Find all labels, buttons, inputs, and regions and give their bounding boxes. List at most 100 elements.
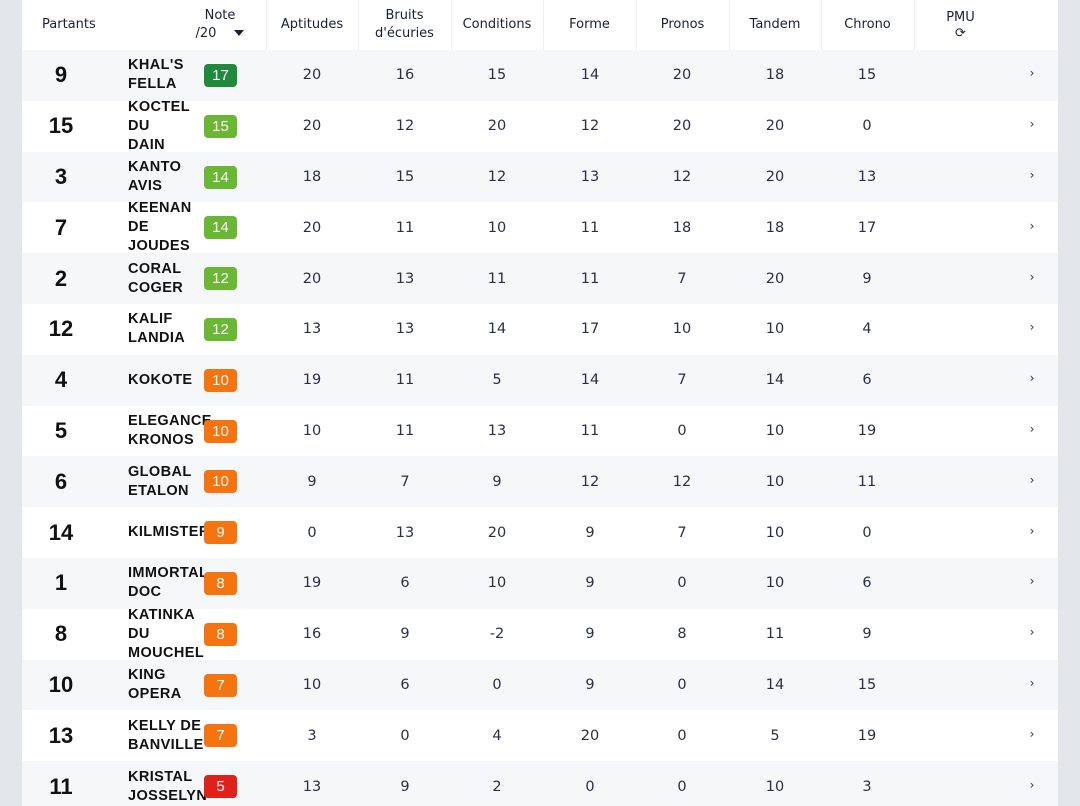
chevron-right-icon[interactable]: › [1029,523,1035,538]
table-row[interactable]: 10 KING OPERA 7 10 6 0 9 0 14 15 › [22,659,1058,711]
chevron-right-icon[interactable]: › [1029,320,1035,335]
partants-table: Partants Note /20 Aptitudes Bruits d'écu… [22,0,1058,806]
table-row[interactable]: 14 KILMISTER 9 0 13 20 9 7 10 0 › [22,507,1058,558]
tandem-value: 11 [765,626,785,643]
bruits-value: 16 [395,67,415,84]
pronos-value: 7 [677,524,687,541]
bruits-value: 12 [395,118,415,135]
horse-name[interactable]: KOKOTE [128,371,193,388]
bruits-value: 15 [395,168,415,185]
aptitudes-value: 20 [302,270,322,287]
conditions-value: 11 [487,270,507,287]
forme-value: 13 [580,168,600,185]
header-note-sort[interactable]: Note /20 [174,6,266,44]
table-row[interactable]: 4 KOKOTE 10 19 11 5 14 7 14 6 › [22,354,1058,406]
note-badge: 7 [204,724,237,748]
table-row[interactable]: 8 KATINKA DU MOUCHEL 8 16 9 -2 9 8 11 9 … [22,606,1058,661]
table-body: 9 KHAL'S FELLA 17 20 16 15 14 20 18 15 ›… [22,50,1058,806]
chevron-right-icon[interactable]: › [1029,117,1035,132]
table-row[interactable]: 5 ELEGANCE KRONOS 10 10 11 13 11 0 10 19… [22,405,1058,457]
aptitudes-value: 20 [302,219,322,236]
chevron-right-icon[interactable]: › [1029,218,1035,233]
header-tandem[interactable]: Tandem [749,17,801,32]
bruits-value: 9 [400,626,410,643]
note-badge: 15 [204,114,237,138]
header-partants[interactable]: Partants [42,17,96,32]
note-badge: 8 [204,571,237,595]
header-bruits[interactable]: Bruits d'écuries [358,0,451,50]
conditions-value: -2 [489,626,505,643]
horse-name[interactable]: KALIF LANDIA [128,311,186,347]
horse-number: 15 [48,113,74,139]
pronos-value: 0 [677,575,687,592]
table-row[interactable]: 15 KOCTEL DU DAIN 15 20 12 20 12 20 20 0… [22,98,1058,153]
bruits-value: 0 [400,727,410,744]
chevron-right-icon[interactable]: › [1029,472,1035,487]
header-chrono[interactable]: Chrono [844,17,891,32]
table-row[interactable]: 1 IMMORTAL DOC 8 19 6 10 9 0 10 6 › [22,557,1058,609]
aptitudes-value: 20 [302,67,322,84]
header-conditions[interactable]: Conditions [462,17,532,32]
note-badge: 12 [204,267,237,291]
horse-name[interactable]: IMMORTAL DOC [128,565,209,601]
chevron-right-icon[interactable]: › [1029,675,1035,690]
horse-name[interactable]: KHAL'S FELLA [128,57,184,93]
horse-name[interactable]: KATINKA DU MOUCHEL [128,606,205,661]
horse-number: 11 [49,773,73,799]
horse-number: 10 [48,671,74,697]
horse-name[interactable]: KOCTEL DU DAIN [128,98,191,153]
horse-name[interactable]: KRISTAL JOSSELYN [128,768,208,804]
header-bruits-line2: d'écuries [375,26,434,41]
tandem-value: 10 [765,321,785,338]
chrono-value: 6 [862,575,872,592]
note-badge: 17 [204,64,237,87]
table-row[interactable]: 9 KHAL'S FELLA 17 20 16 15 14 20 18 15 › [22,50,1058,101]
horse-name[interactable]: KILMISTER [128,524,210,541]
bruits-value: 13 [395,270,415,287]
horse-number: 2 [54,265,68,291]
horse-name[interactable]: KING OPERA [128,666,182,702]
header-bruits-line1: Bruits [385,8,424,23]
header-note-scale: /20 [195,26,217,41]
chevron-right-icon[interactable]: › [1029,574,1035,589]
tandem-value: 20 [765,270,785,287]
chevron-right-icon[interactable]: › [1029,421,1035,436]
chevron-right-icon[interactable]: › [1029,625,1035,640]
horse-name[interactable]: KEENAN DE JOUDES [128,200,192,255]
header-aptitudes[interactable]: Aptitudes [280,17,344,32]
aptitudes-value: 10 [302,422,322,439]
forme-value: 11 [580,219,600,236]
header-forme[interactable]: Forme [569,17,610,32]
table-row[interactable]: 3 KANTO AVIS 14 18 15 12 13 12 20 13 › [22,151,1058,203]
chevron-right-icon[interactable]: › [1029,726,1035,741]
conditions-value: 20 [487,118,507,135]
table-row[interactable]: 11 KRISTAL JOSSELYN 5 13 9 2 0 0 10 3 › [22,761,1058,806]
horse-name[interactable]: CORAL COGER [128,260,184,296]
refresh-icon[interactable]: ⟳ [955,26,966,41]
note-badge: 9 [204,521,237,545]
pronos-value: 20 [672,67,692,84]
header-pmu[interactable]: PMU ⟳ [914,0,1007,50]
horse-name[interactable]: KELLY DE BANVILLE [128,717,204,753]
table-row[interactable]: 12 KALIF LANDIA 12 13 13 14 17 10 10 4 › [22,303,1058,355]
aptitudes-value: 13 [302,778,322,795]
forme-value: 11 [580,422,600,439]
chevron-right-icon[interactable]: › [1029,66,1035,81]
chevron-right-icon[interactable]: › [1029,269,1035,284]
conditions-value: 2 [492,778,502,795]
horse-number: 1 [54,570,68,596]
tandem-value: 10 [765,524,785,541]
horse-name[interactable]: GLOBAL ETALON [128,463,192,499]
aptitudes-value: 13 [302,321,322,338]
horse-name[interactable]: ELEGANCE KRONOS [128,412,212,448]
chevron-right-icon[interactable]: › [1029,371,1035,386]
table-row[interactable]: 7 KEENAN DE JOUDES 14 20 11 10 11 18 18 … [22,200,1058,255]
bruits-value: 9 [400,778,410,795]
horse-name[interactable]: KANTO AVIS [128,158,182,194]
table-row[interactable]: 2 CORAL COGER 12 20 13 11 11 7 20 9 › [22,253,1058,304]
chevron-right-icon[interactable]: › [1029,777,1035,792]
chevron-right-icon[interactable]: › [1029,167,1035,182]
table-row[interactable]: 13 KELLY DE BANVILLE 7 3 0 4 20 0 5 19 › [22,710,1058,762]
header-pronos[interactable]: Pronos [660,17,705,32]
table-row[interactable]: 6 GLOBAL ETALON 10 9 7 9 12 12 10 11 › [22,456,1058,508]
